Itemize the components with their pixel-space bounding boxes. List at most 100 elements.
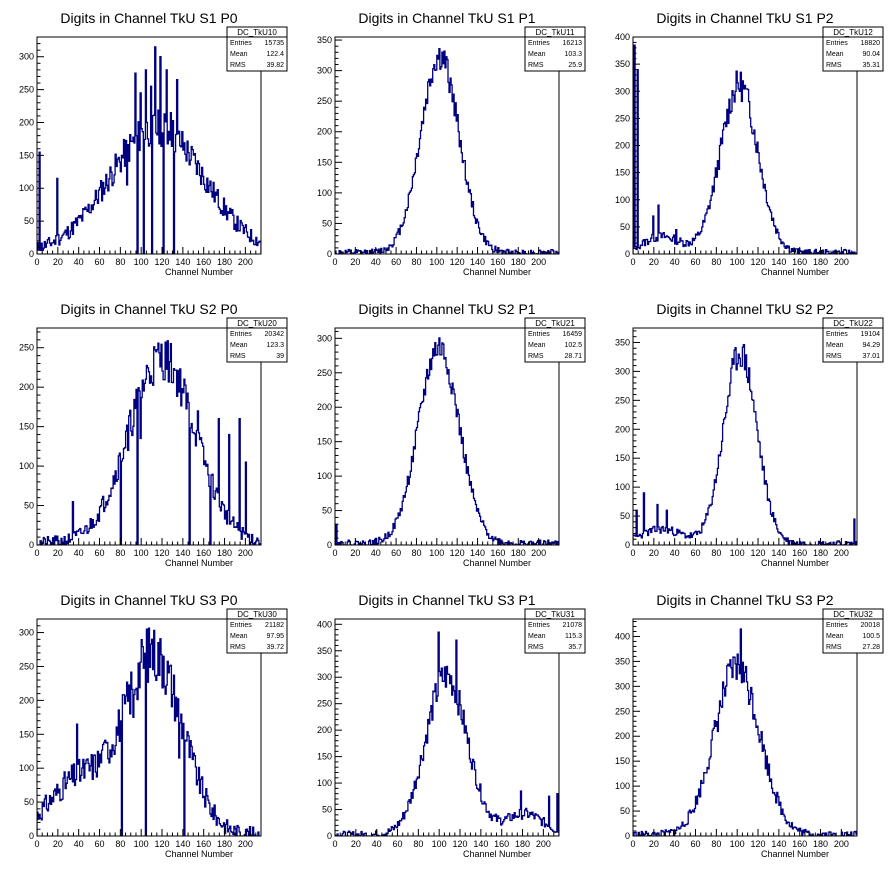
x-tick-label: 40	[371, 548, 381, 558]
x-tick-label: 60	[393, 839, 403, 849]
x-tick-label: 20	[649, 257, 659, 267]
y-tick-label: 250	[615, 395, 630, 405]
x-tick-label: 20	[649, 548, 659, 558]
x-tick-label: 60	[95, 839, 105, 849]
y-tick-label: 0	[29, 540, 34, 550]
stats-label-entries: Entries	[826, 622, 848, 629]
stats-label-entries: Entries	[528, 622, 550, 629]
y-tick-label: 0	[29, 831, 34, 841]
stats-histogram-name: DC_TkU11	[536, 28, 576, 37]
stats-box	[226, 608, 288, 654]
x-tick-label: 0	[332, 548, 337, 558]
histogram-line	[37, 627, 261, 836]
x-tick-label: 160	[792, 548, 807, 558]
pad-title: Digits in Channel TkU S1 P1	[358, 10, 535, 26]
x-axis-title: Channel Number	[165, 558, 233, 568]
stats-value-mean: 94.29	[862, 342, 880, 349]
histogram-line	[335, 631, 559, 836]
x-tick-label: 200	[238, 257, 253, 267]
plot-frame	[632, 618, 858, 837]
stats-label-entries: Entries	[528, 331, 550, 338]
x-tick-label: 100	[432, 839, 447, 849]
stats-value-mean: 122.4	[266, 51, 284, 58]
pad-title: Digits in Channel TkU S2 P2	[656, 301, 833, 317]
y-tick-label: 0	[625, 540, 630, 550]
histogram-line	[37, 46, 261, 254]
y-tick-label: 200	[317, 725, 332, 735]
y-tick-label: 300	[615, 86, 630, 96]
y-tick-label: 50	[24, 501, 34, 511]
x-tick-label: 20	[350, 257, 360, 267]
x-tick-label: 40	[670, 257, 680, 267]
x-tick-label: 200	[536, 839, 551, 849]
x-tick-label: 80	[711, 839, 721, 849]
x-tick-label: 120	[155, 548, 170, 558]
stats-value-entries: 21078	[563, 622, 583, 629]
y-tick-label: 50	[24, 797, 34, 807]
stats-value-rms: 28.71	[564, 353, 582, 360]
x-tick-label: 0	[630, 839, 635, 849]
stats-value-entries: 19104	[861, 331, 881, 338]
pad-title: Digits in Channel TkU S3 P2	[656, 592, 833, 608]
x-tick-label: 80	[115, 257, 125, 267]
y-tick-label: 0	[327, 540, 332, 550]
x-tick-label: 80	[115, 839, 125, 849]
y-tick-label: 100	[317, 778, 332, 788]
x-axis-title: Channel Number	[165, 849, 233, 859]
y-tick-label: 300	[615, 681, 630, 691]
x-tick-label: 40	[670, 548, 680, 558]
histogram-line	[335, 337, 559, 545]
stats-label-rms: RMS	[528, 644, 544, 651]
stats-label-mean: Mean	[528, 633, 546, 640]
stats-label-mean: Mean	[230, 342, 248, 349]
x-axis-title: Channel Number	[761, 558, 829, 568]
x-tick-label: 140	[175, 839, 190, 849]
y-tick-label: 200	[615, 731, 630, 741]
x-tick-label: 100	[134, 257, 149, 267]
y-tick-label: 0	[625, 249, 630, 259]
x-tick-label: 160	[196, 548, 211, 558]
y-tick-label: 100	[317, 471, 332, 481]
histogram-line	[335, 48, 559, 254]
pad-title: Digits in Channel TkU S2 P1	[358, 301, 535, 317]
histogram-line	[37, 340, 261, 545]
x-tick-label: 100	[429, 257, 444, 267]
histogram-pad: Digits in Channel TkU S2 P0 0 20 40 60 80 100 1…	[19, 301, 288, 568]
pad-title: Digits in Channel TkU S3 P1	[358, 592, 535, 608]
x-tick-label: 120	[450, 548, 465, 558]
y-tick-label: 100	[19, 763, 34, 773]
stats-value-rms: 35.31	[862, 62, 880, 69]
y-tick-label: 300	[19, 52, 34, 62]
y-tick-label: 300	[317, 66, 332, 76]
y-tick-label: 300	[317, 672, 332, 682]
x-tick-label: 140	[470, 548, 485, 558]
y-tick-label: 100	[615, 781, 630, 791]
x-tick-label: 0	[34, 257, 39, 267]
y-tick-label: 150	[317, 157, 332, 167]
x-tick-label: 200	[238, 839, 253, 849]
y-tick-label: 100	[19, 183, 34, 193]
y-tick-label: 0	[327, 249, 332, 259]
y-tick-label: 150	[615, 756, 630, 766]
stats-box	[822, 317, 884, 363]
stats-label-rms: RMS	[528, 353, 544, 360]
x-tick-label: 80	[411, 548, 421, 558]
stats-label-mean: Mean	[826, 633, 844, 640]
y-tick-label: 50	[620, 806, 630, 816]
histogram-pad: Digits in Channel TkU S2 P2 0 20 40 60 80 100 1…	[615, 301, 884, 568]
pad-title: Digits in Channel TkU S3 P0	[60, 592, 237, 608]
pad-title: Digits in Channel TkU S1 P2	[656, 10, 833, 26]
y-tick-label: 100	[615, 482, 630, 492]
x-tick-label: 100	[429, 548, 444, 558]
x-tick-label: 140	[473, 839, 488, 849]
histogram-pad: Digits in Channel TkU S1 P0 0 20 40 60 80 100 1…	[19, 10, 288, 277]
x-tick-label: 20	[350, 548, 360, 558]
stats-box	[226, 26, 288, 72]
y-tick-label: 100	[19, 461, 34, 471]
x-tick-label: 80	[413, 839, 423, 849]
histogram-pad: Digits in Channel TkU S3 P0 0 20 40 60 80 100 1…	[19, 592, 288, 859]
stats-label-mean: Mean	[826, 342, 844, 349]
y-tick-label: 400	[317, 619, 332, 629]
stats-histogram-name: DC_TkU30	[237, 610, 277, 619]
stats-value-mean: 100.5	[862, 633, 880, 640]
